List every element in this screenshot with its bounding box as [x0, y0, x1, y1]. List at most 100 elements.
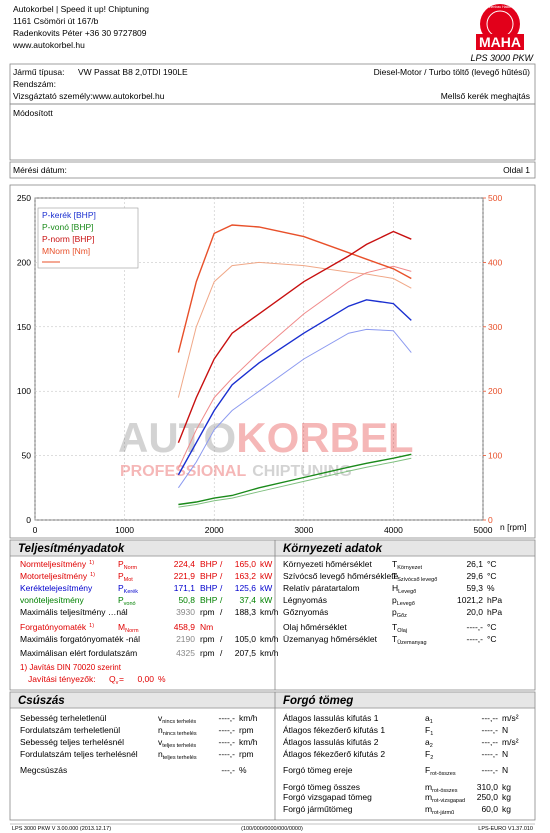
company-line: 1161 Csömöri út 167/b: [13, 16, 99, 26]
value: 1021,2: [457, 595, 483, 605]
value: 125,6: [235, 583, 257, 593]
value: 26,1: [466, 559, 483, 569]
symbol-main: P: [118, 559, 124, 569]
value: ----,-: [218, 725, 235, 735]
value: 4325: [176, 648, 195, 658]
symbol-main: n: [158, 725, 163, 735]
symbol-main: T: [392, 634, 397, 644]
symbol: a2: [425, 737, 433, 749]
legend-entry: MNorm [Nm]: [42, 246, 90, 256]
row-label: Átlagos fékezőerő kifutás 2: [283, 749, 385, 759]
symbol-main: T: [392, 559, 397, 569]
row-label: Sebesség teljes terhelésnél: [20, 737, 124, 747]
unit: rpm: [239, 749, 254, 759]
symbol-sub: Levegő: [397, 601, 415, 607]
value: ---,--: [481, 713, 498, 723]
symbol: F2: [425, 749, 433, 761]
value: 165,0: [235, 559, 257, 569]
value: ----,-: [481, 765, 498, 775]
symbol-sub: 1: [430, 719, 433, 725]
value: 60,0: [481, 804, 498, 814]
legend-box: [37, 207, 139, 269]
symbol-sub: Szívócső levegő: [397, 577, 437, 583]
row-label: Motorteljesítmény 1): [20, 571, 95, 581]
value: ----,-: [466, 622, 483, 632]
symbol-sub: nincs terhelés: [163, 731, 197, 737]
value: 310,0: [477, 782, 499, 792]
separator: /: [220, 648, 223, 658]
symbol-main: P: [118, 595, 124, 605]
row-label: Normteljesítmény 1): [20, 559, 94, 569]
symbol-sub: rot-összes: [432, 788, 458, 794]
symbol-main: v: [158, 737, 163, 747]
symbol-main: H: [392, 583, 398, 593]
date-box: [9, 161, 536, 179]
separator: /: [220, 595, 223, 605]
unit: N: [502, 749, 508, 759]
symbol-sub: Mot: [124, 577, 134, 583]
x-tick-label: 0: [33, 525, 38, 535]
drive: Mellső kerék meghajtás: [441, 91, 530, 101]
symbol-main: F: [425, 725, 430, 735]
footnote-mark: 1): [89, 560, 94, 566]
series-line: [177, 299, 412, 476]
unit: kg: [502, 792, 511, 802]
symbol: TKörnyezet: [392, 559, 422, 571]
row-label: Fordulatszám terheletlenül: [20, 725, 120, 735]
footer-text: LPS-EURO V1.37.010: [478, 826, 533, 832]
row-label: Fordulatszám teljes terhelésnél: [20, 749, 138, 759]
row-label: Környezeti hőmérséklet: [283, 559, 372, 569]
label: Rendszám:: [13, 79, 56, 89]
value: ----,-: [466, 634, 483, 644]
row-label: Átlagos lassulás kifutás 1: [283, 713, 379, 723]
row-label: Maximális teljesítmény …nál: [20, 607, 128, 617]
legend-entry: P-vonó [BHP]: [42, 222, 94, 232]
symbol: TÜzemanyag: [392, 634, 427, 646]
unit: °C: [487, 571, 497, 581]
symbol: Pvonó: [118, 595, 136, 607]
series-line: [178, 457, 412, 508]
unit: kW: [260, 583, 272, 593]
row-label: Relatív páratartalom: [283, 583, 360, 593]
section-bar: [10, 692, 535, 708]
y-tick-label: 100: [17, 386, 31, 396]
symbol-main: n: [158, 749, 163, 759]
value: 20,0: [466, 607, 483, 617]
value: ---,-: [221, 765, 235, 775]
symbol-sub: rot-összes: [430, 771, 456, 777]
section-title: Forgó tömeg: [283, 695, 353, 707]
footer-text: (100/000/0000/000/0000): [241, 826, 303, 832]
value: 224,4: [174, 559, 196, 569]
value: 59,3: [466, 583, 483, 593]
symbol: PNorm: [118, 559, 138, 571]
symbol-main: a: [425, 737, 430, 747]
section-title: Környezeti adatok: [283, 543, 383, 555]
watermark-word: KORBEL: [236, 414, 413, 461]
unit: kW: [260, 595, 272, 605]
note-box: [9, 103, 536, 161]
row-label: Keréktelejesítmény: [20, 583, 93, 593]
symbol-main: m: [425, 782, 432, 792]
symbol-sub: Gőz: [397, 613, 407, 619]
value: 2190: [176, 634, 195, 644]
symbol: vteljes terhelés: [158, 737, 196, 749]
row-label: Forgó járműtömeg: [283, 804, 353, 814]
symbol-sub: Kerék: [124, 589, 139, 595]
series-line: [177, 230, 412, 443]
separator: /: [220, 583, 223, 593]
row-label: Forgó tömeg összes: [283, 782, 360, 792]
label: Jármű típusa:: [13, 67, 65, 77]
symbol-sub: Norm: [125, 628, 139, 634]
section-title: Csúszás: [18, 695, 65, 707]
unit: °C: [487, 622, 497, 632]
unit: rpm: [200, 648, 215, 658]
value: 250,0: [477, 792, 499, 802]
row-label: Megcsúszás: [20, 765, 67, 775]
series-line: [178, 453, 412, 506]
unit: hPa: [487, 607, 502, 617]
unit: Nm: [200, 622, 213, 632]
value: ----,-: [218, 737, 235, 747]
symbol: mrot-vizsgapad: [425, 792, 465, 804]
unit: m/s²: [502, 713, 519, 723]
